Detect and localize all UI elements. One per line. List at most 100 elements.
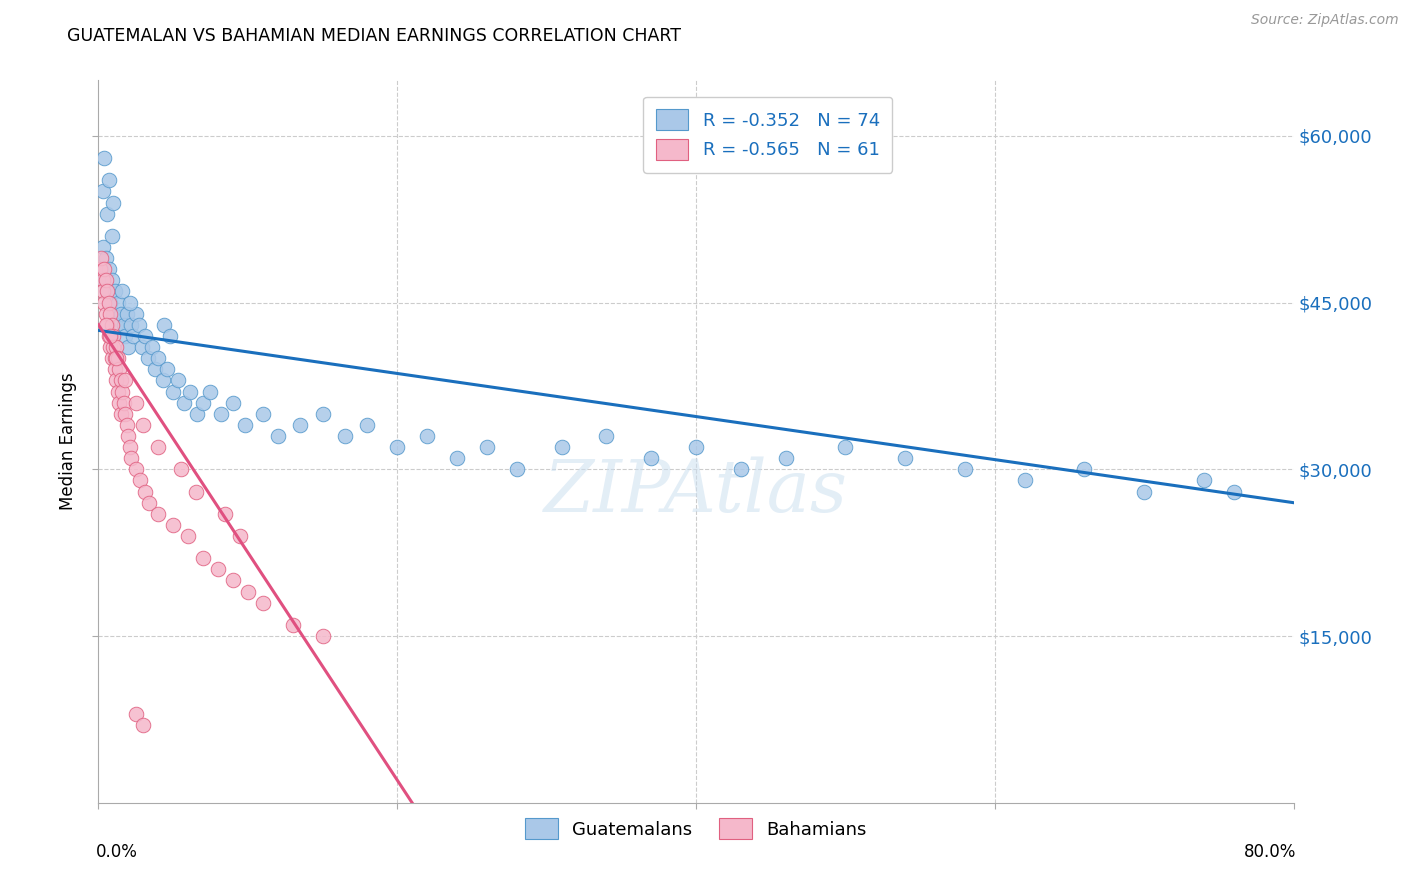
Point <box>94 251 117 265</box>
Point <box>233 417 256 432</box>
Point <box>148 507 170 521</box>
Point <box>356 417 378 432</box>
Point <box>121 329 143 343</box>
Point <box>200 384 222 399</box>
Point <box>110 307 132 321</box>
Point <box>894 451 917 466</box>
Point <box>104 351 127 366</box>
Point <box>93 295 115 310</box>
Point <box>118 440 141 454</box>
Point <box>132 718 155 732</box>
Point <box>191 551 214 566</box>
Y-axis label: Median Earnings: Median Earnings <box>59 373 77 510</box>
Point <box>96 318 118 332</box>
Point <box>103 340 125 354</box>
Point <box>97 262 120 277</box>
Point <box>101 273 124 287</box>
Point <box>169 462 191 476</box>
Point <box>162 517 184 532</box>
Point <box>114 329 136 343</box>
Point <box>125 462 148 476</box>
Point <box>333 429 356 443</box>
Point <box>775 451 797 466</box>
Point <box>98 329 122 343</box>
Point <box>1073 462 1095 476</box>
Text: GUATEMALAN VS BAHAMIAN MEDIAN EARNINGS CORRELATION CHART: GUATEMALAN VS BAHAMIAN MEDIAN EARNINGS C… <box>67 27 682 45</box>
Point <box>101 228 124 243</box>
Point <box>108 395 131 409</box>
Point <box>288 417 311 432</box>
Point <box>134 329 156 343</box>
Point <box>107 384 129 399</box>
Point <box>640 451 662 466</box>
Point <box>311 407 333 421</box>
Point <box>148 351 170 366</box>
Text: 80.0%: 80.0% <box>1243 843 1296 861</box>
Point <box>115 417 138 432</box>
Point <box>186 407 208 421</box>
Point <box>89 262 111 277</box>
Point <box>685 440 707 454</box>
Point <box>267 429 290 443</box>
Point <box>136 351 159 366</box>
Point <box>173 395 195 409</box>
Point <box>112 395 135 409</box>
Point <box>385 440 409 454</box>
Point <box>134 484 156 499</box>
Point <box>209 407 232 421</box>
Point <box>506 462 529 476</box>
Point <box>103 195 125 210</box>
Legend: Guatemalans, Bahamians: Guatemalans, Bahamians <box>516 809 876 848</box>
Point <box>91 273 114 287</box>
Point <box>103 329 125 343</box>
Point <box>107 351 129 366</box>
Point <box>117 340 139 354</box>
Point <box>191 395 214 409</box>
Point <box>105 373 128 387</box>
Point <box>730 462 752 476</box>
Point <box>118 295 141 310</box>
Point <box>229 529 252 543</box>
Point <box>153 318 176 332</box>
Point <box>90 251 112 265</box>
Point <box>475 440 498 454</box>
Point <box>138 496 160 510</box>
Point <box>108 362 131 376</box>
Point <box>156 362 179 376</box>
Point <box>1133 484 1156 499</box>
Text: ZIPAtlas: ZIPAtlas <box>544 457 848 527</box>
Point <box>115 307 138 321</box>
Point <box>159 329 181 343</box>
Point <box>98 340 122 354</box>
Point <box>177 529 200 543</box>
Point <box>105 351 128 366</box>
Point <box>111 285 134 299</box>
Point <box>91 285 114 299</box>
Point <box>281 618 304 632</box>
Point <box>107 295 129 310</box>
Point <box>148 440 170 454</box>
Point <box>96 285 118 299</box>
Point <box>184 484 207 499</box>
Point <box>120 318 142 332</box>
Point <box>129 474 152 488</box>
Point <box>110 373 132 387</box>
Point <box>166 373 188 387</box>
Point <box>112 318 135 332</box>
Point <box>125 395 148 409</box>
Point <box>1192 474 1215 488</box>
Point <box>446 451 468 466</box>
Point <box>114 373 136 387</box>
Point <box>97 173 120 187</box>
Point <box>97 295 120 310</box>
Point <box>105 318 128 332</box>
Point <box>98 307 122 321</box>
Point <box>141 340 163 354</box>
Point <box>152 373 174 387</box>
Point <box>953 462 976 476</box>
Text: 0.0%: 0.0% <box>96 843 138 861</box>
Point <box>207 562 229 576</box>
Point <box>105 340 128 354</box>
Point <box>550 440 572 454</box>
Point <box>252 407 274 421</box>
